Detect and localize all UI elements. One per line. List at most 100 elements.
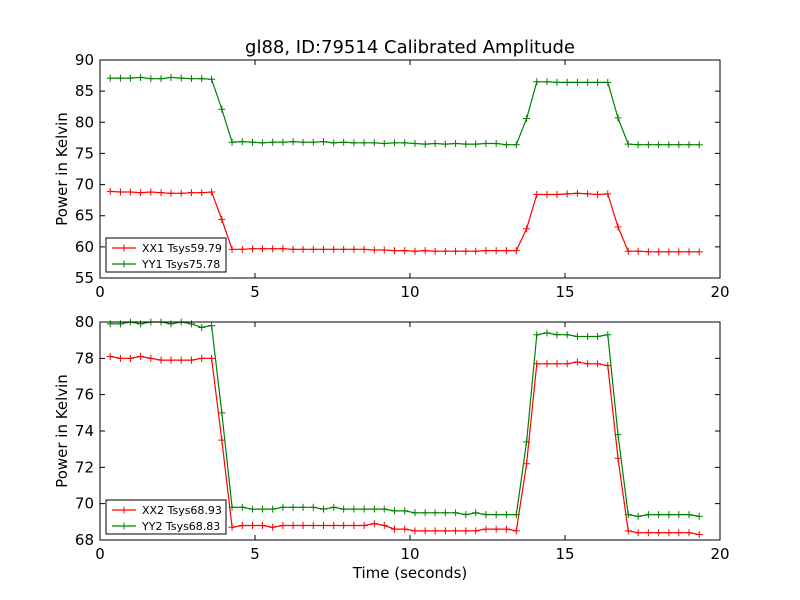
bottom-data-point [695, 512, 703, 520]
bottom-data-point [543, 360, 551, 368]
top-data-point [695, 248, 703, 256]
bottom-data-point [116, 354, 124, 362]
bottom-data-point [482, 525, 490, 533]
bottom-legend-box [105, 499, 227, 535]
bottom-data-point [452, 527, 460, 535]
bottom-data-point [249, 521, 257, 529]
bottom-data-point [512, 511, 520, 519]
top-data-point [360, 245, 368, 253]
top-data-point [116, 74, 124, 82]
top-data-point [492, 139, 500, 147]
top-data-point [441, 140, 449, 148]
bottom-data-point [604, 331, 612, 339]
bottom-data-point [665, 529, 673, 537]
top-data-point [198, 189, 206, 197]
top-data-point [198, 75, 206, 83]
top-data-point [563, 78, 571, 86]
bottom-data-point [573, 333, 581, 341]
bottom-data-point [350, 521, 358, 529]
top-data-point [228, 245, 236, 253]
bottom-x-tick-label: 10 [400, 545, 419, 563]
bottom-data-point [137, 320, 145, 328]
top-data-point [269, 138, 277, 146]
bottom-data-point [289, 521, 297, 529]
bottom-data-point [584, 333, 592, 341]
top-data-point [553, 191, 561, 199]
bottom-data-point [289, 503, 297, 511]
top-y-tick-label: 65 [75, 207, 94, 225]
bottom-data-point [492, 511, 500, 519]
bottom-data-point [594, 333, 602, 341]
top-data-point [187, 189, 195, 197]
bottom-y-tick-label: 78 [75, 349, 94, 367]
top-series-2 [106, 73, 703, 149]
top-data-point [644, 141, 652, 149]
bottom-data-point [238, 521, 246, 529]
top-data-point [452, 139, 460, 147]
top-data-point [137, 189, 145, 197]
bottom-x-tick-label: 20 [710, 545, 729, 563]
top-data-point [604, 190, 612, 198]
top-data-point [553, 78, 561, 86]
top-data-point [157, 189, 165, 197]
top-data-point [411, 139, 419, 147]
bottom-data-point [563, 331, 571, 339]
top-legend: XX1 Tsys59.79 YY1 Tsys75.78 [105, 237, 227, 273]
bottom-data-point [523, 460, 531, 468]
bottom-y-tick-label: 72 [75, 458, 94, 476]
top-chart-title: gl88, ID:79514 Calibrated Amplitude [245, 37, 575, 58]
top-data-point [258, 139, 266, 147]
bottom-data-point [584, 360, 592, 368]
bottom-data-point [492, 525, 500, 533]
top-data-point [584, 190, 592, 198]
bottom-data-point [624, 511, 632, 519]
top-y-tick-label: 90 [75, 51, 94, 69]
top-data-point [289, 245, 297, 253]
bottom-data-point [665, 511, 673, 519]
bottom-data-point [370, 505, 378, 513]
bottom-x-tick-label: 0 [95, 545, 105, 563]
bottom-data-point [198, 323, 206, 331]
bottom-data-point [441, 509, 449, 517]
bottom-data-point [258, 505, 266, 513]
bottom-data-point [421, 527, 429, 535]
top-data-point [330, 245, 338, 253]
bottom-data-point [330, 503, 338, 511]
top-legend-label: XX1 Tsys59.79 [142, 242, 222, 255]
top-y-tick-label: 70 [75, 176, 94, 194]
top-data-point [533, 191, 541, 199]
top-data-point [360, 139, 368, 147]
top-data-point [309, 245, 317, 253]
top-data-point [320, 245, 328, 253]
bottom-data-point [614, 431, 622, 439]
bottom-x-axis-label: Time (seconds) [352, 564, 468, 582]
top-data-point [238, 245, 246, 253]
bottom-data-point [644, 529, 652, 537]
bottom-x-tick-label: 15 [555, 545, 574, 563]
top-data-point [309, 138, 317, 146]
bottom-data-point [360, 505, 368, 513]
top-data-point [289, 138, 297, 146]
top-y-axis-label: Power in Kelvin [53, 112, 71, 226]
bottom-data-point [370, 520, 378, 528]
bottom-x-tick-label: 5 [250, 545, 260, 563]
bottom-y-axis-label: Power in Kelvin [53, 374, 71, 488]
top-y-tick-label: 60 [75, 238, 94, 256]
bottom-data-point [218, 436, 226, 444]
top-x-tick-label: 20 [710, 283, 729, 301]
top-data-point [137, 73, 145, 81]
bottom-data-point [441, 527, 449, 535]
top-data-point [208, 75, 216, 83]
bottom-data-point [533, 331, 541, 339]
bottom-data-point [472, 527, 480, 535]
bottom-data-point [634, 512, 642, 520]
top-data-point [543, 78, 551, 86]
bottom-data-point [553, 331, 561, 339]
top-data-point [401, 247, 409, 255]
top-data-point [675, 248, 683, 256]
top-data-point [269, 245, 277, 253]
top-data-point [249, 138, 257, 146]
bottom-data-point [167, 356, 175, 364]
top-legend-label: YY1 Tsys75.78 [141, 258, 220, 271]
